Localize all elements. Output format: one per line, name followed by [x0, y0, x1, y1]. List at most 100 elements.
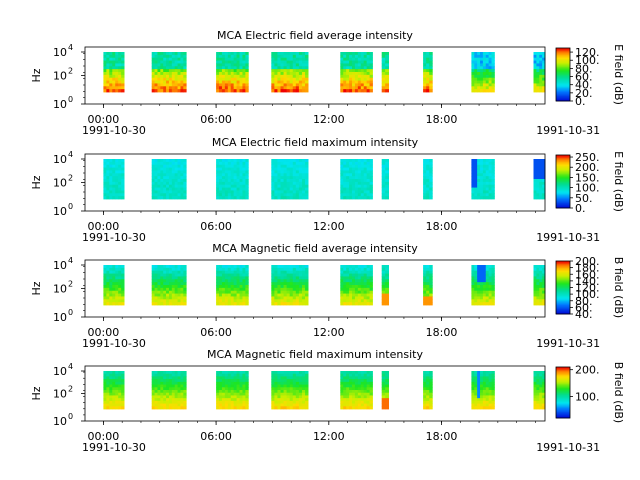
colorbar-swatch — [556, 304, 570, 307]
data-cell — [429, 403, 433, 407]
data-cell — [109, 302, 113, 306]
data-cell — [357, 290, 362, 294]
data-cell — [154, 187, 158, 191]
data-cell — [177, 83, 181, 87]
data-cell — [171, 302, 176, 306]
data-cell — [360, 379, 365, 383]
data-cell — [426, 392, 430, 396]
data-cell — [219, 60, 223, 64]
data-cell — [163, 72, 167, 76]
data-cell — [474, 57, 478, 61]
data-cell — [180, 179, 184, 183]
data-cell — [112, 282, 116, 286]
data-cell — [533, 392, 537, 396]
data-cell — [163, 282, 167, 286]
data-cell — [485, 293, 490, 297]
data-cell — [369, 379, 373, 383]
data-cell — [429, 80, 433, 84]
data-cell — [349, 86, 353, 90]
data-cell — [233, 181, 237, 186]
data-cell — [429, 390, 433, 394]
data-cell — [109, 390, 113, 394]
data-cell — [426, 170, 430, 174]
data-cell — [533, 400, 537, 404]
data-cell — [340, 80, 344, 84]
data-cell — [171, 63, 176, 67]
y-tick-label: 10 — [53, 388, 67, 401]
data-cell — [230, 69, 235, 73]
data-cell — [485, 181, 490, 186]
data-cell — [221, 379, 226, 383]
data-cell — [166, 276, 170, 280]
data-cell — [224, 170, 229, 174]
data-cell — [352, 167, 356, 171]
data-cell — [352, 63, 356, 67]
data-cell — [491, 179, 495, 183]
data-cell — [471, 392, 475, 396]
data-cell — [289, 173, 294, 177]
data-cell — [168, 176, 173, 180]
data-cell — [426, 267, 430, 272]
data-cell — [219, 265, 223, 269]
data-cell — [295, 287, 300, 292]
data-cell — [485, 173, 490, 177]
data-cell — [274, 381, 278, 385]
data-cell — [349, 74, 353, 79]
data-cell — [536, 159, 540, 163]
data-cell — [180, 164, 184, 168]
data-cell — [221, 373, 226, 377]
data-cell — [301, 190, 306, 194]
data-cell — [160, 184, 164, 188]
data-cell — [230, 193, 235, 197]
data-cell — [474, 392, 478, 396]
data-cell — [292, 287, 297, 292]
data-cell — [219, 184, 223, 188]
data-cell — [242, 373, 246, 377]
data-cell — [539, 167, 543, 171]
data-cell — [236, 66, 240, 70]
data-cell — [343, 265, 347, 269]
colorbar-label: B field (dB) — [612, 362, 625, 423]
data-cell — [174, 196, 178, 200]
data-cell — [369, 390, 373, 394]
data-cell — [216, 181, 220, 186]
data-cell — [233, 302, 237, 306]
data-cell — [305, 406, 309, 410]
data-cell — [480, 52, 484, 56]
data-cell — [426, 285, 430, 289]
data-cell — [301, 74, 306, 79]
data-cell — [174, 390, 178, 394]
data-cell — [292, 379, 297, 383]
data-cell — [385, 406, 389, 410]
data-cell — [542, 293, 546, 297]
data-cell — [491, 373, 495, 377]
data-cell — [245, 273, 249, 277]
colorbar-swatch — [556, 49, 570, 52]
data-cell — [283, 384, 288, 388]
data-cell — [366, 161, 370, 166]
colorbar-swatch — [556, 93, 570, 95]
data-cell — [154, 371, 158, 375]
data-cell — [423, 159, 427, 163]
data-cell — [106, 273, 110, 277]
data-cell — [542, 282, 546, 286]
colorbar-swatch — [556, 268, 570, 271]
data-cell — [230, 74, 235, 79]
data-cell — [305, 290, 309, 294]
data-cell — [112, 390, 116, 394]
data-cell — [180, 299, 184, 303]
data-cell — [482, 296, 487, 300]
data-cell — [485, 276, 490, 280]
data-cell — [354, 400, 359, 404]
data-cell — [157, 54, 161, 59]
data-cell — [381, 390, 386, 394]
data-cell — [171, 373, 176, 377]
data-cell — [289, 54, 294, 59]
data-cell — [381, 193, 386, 197]
data-cell — [366, 276, 370, 280]
data-cell — [245, 187, 249, 191]
data-cell — [340, 83, 344, 87]
data-cell — [349, 273, 353, 277]
data-cell — [180, 52, 184, 56]
data-cell — [245, 86, 249, 90]
